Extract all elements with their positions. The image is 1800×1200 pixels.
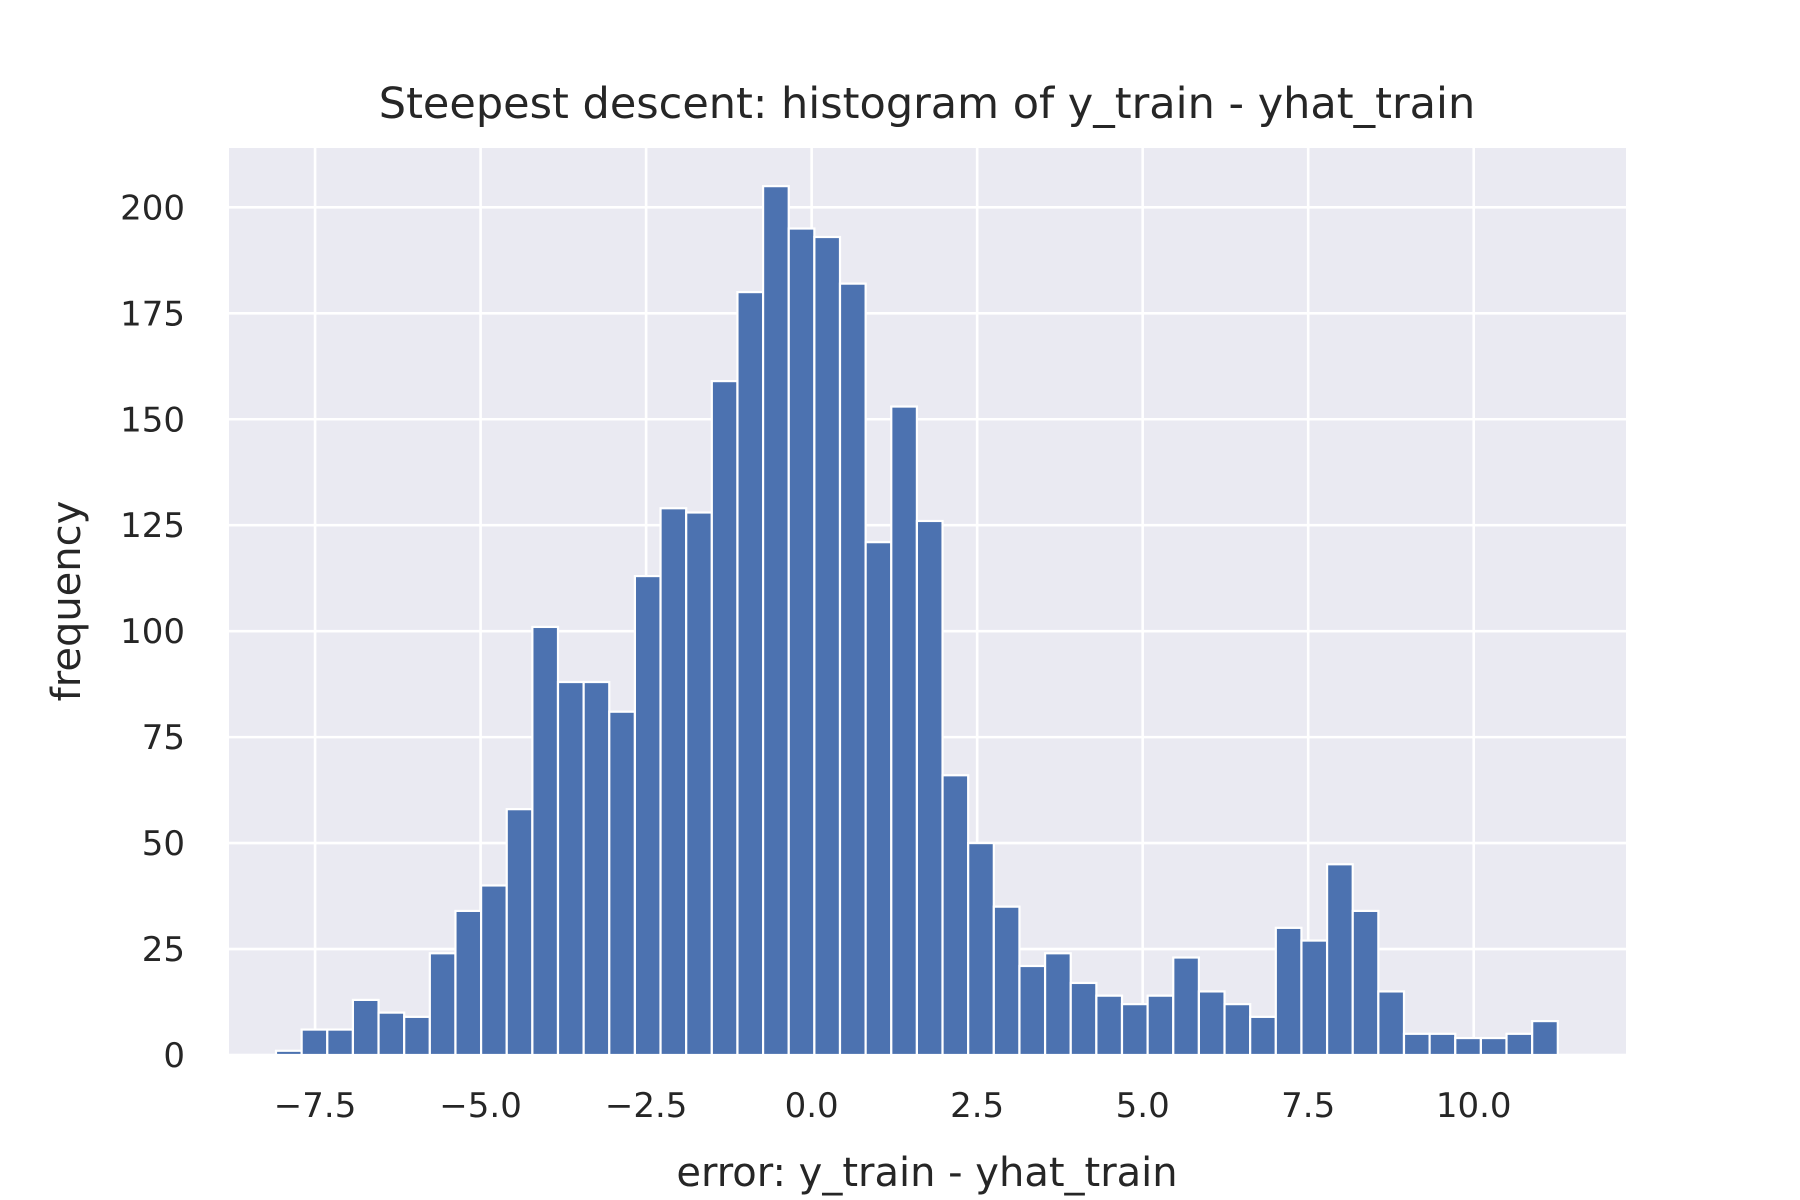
histogram-bar bbox=[992, 905, 1021, 1057]
histogram-bar bbox=[377, 1011, 406, 1057]
histogram-bar bbox=[1095, 994, 1124, 1057]
x-axis-label: error: y_train - yhat_train bbox=[676, 1150, 1177, 1196]
histogram-bar bbox=[633, 574, 662, 1057]
histogram-bar bbox=[1351, 909, 1380, 1057]
histogram-bar bbox=[1120, 1003, 1149, 1057]
histogram-bar bbox=[1505, 1032, 1534, 1057]
histogram-bar bbox=[1402, 1032, 1431, 1057]
x-tick-label: 5.0 bbox=[1116, 1086, 1170, 1126]
histogram-bar bbox=[300, 1028, 329, 1057]
histogram-bar bbox=[1069, 981, 1098, 1057]
histogram-bar bbox=[864, 541, 893, 1057]
histogram-bar bbox=[941, 774, 970, 1057]
histogram-bar bbox=[1249, 1015, 1277, 1057]
histogram-bar bbox=[685, 511, 713, 1057]
histogram-bar bbox=[1274, 926, 1303, 1057]
histogram-bar bbox=[403, 1015, 431, 1057]
histogram-bar bbox=[351, 998, 380, 1057]
histogram-bar bbox=[761, 185, 790, 1057]
histogram-bar bbox=[531, 625, 560, 1057]
y-tick-label: 100 bbox=[120, 612, 185, 652]
y-tick-label: 25 bbox=[142, 930, 185, 970]
histogram-bar bbox=[428, 952, 457, 1057]
histogram-bar bbox=[1377, 990, 1406, 1057]
histogram-bar bbox=[1146, 994, 1175, 1057]
y-tick-label: 125 bbox=[120, 506, 185, 546]
histogram-bar bbox=[1479, 1036, 1508, 1057]
histogram-bar bbox=[1300, 939, 1329, 1057]
histogram-bar bbox=[1454, 1036, 1482, 1057]
y-tick-label: 50 bbox=[142, 824, 185, 864]
histogram-bar bbox=[1325, 863, 1354, 1057]
histogram-bar bbox=[787, 227, 816, 1057]
y-tick-label: 200 bbox=[120, 188, 185, 228]
y-tick-label: 0 bbox=[163, 1036, 185, 1076]
histogram-bar bbox=[1428, 1032, 1457, 1057]
histogram-bar bbox=[326, 1028, 355, 1057]
x-axis-tick-labels: −7.5 −5.0 −2.5 0.0 2.5 5.0 7.5 10.0 bbox=[274, 1086, 1512, 1126]
histogram-bar bbox=[890, 405, 919, 1057]
histogram-bar bbox=[608, 710, 637, 1057]
y-tick-label: 150 bbox=[120, 400, 185, 440]
histogram-bar bbox=[1043, 952, 1072, 1057]
histogram-bar bbox=[1018, 964, 1047, 1057]
x-tick-label: 0.0 bbox=[785, 1086, 839, 1126]
histogram-bar bbox=[1172, 956, 1201, 1057]
histogram-bar bbox=[838, 282, 867, 1057]
histogram-bar bbox=[479, 884, 508, 1057]
y-axis-tick-labels: 0 25 50 75 100 125 150 175 200 bbox=[120, 188, 185, 1076]
histogram-bar bbox=[582, 680, 611, 1057]
x-tick-label: 10.0 bbox=[1436, 1086, 1512, 1126]
histogram-bar bbox=[505, 808, 534, 1057]
histogram-bar bbox=[710, 380, 739, 1057]
histogram-bar bbox=[1531, 1019, 1559, 1057]
histogram-bar bbox=[1197, 990, 1226, 1057]
y-axis-label: frequency bbox=[44, 501, 90, 702]
histogram-bar bbox=[915, 519, 944, 1057]
histogram-bar bbox=[454, 909, 483, 1057]
x-tick-label: −5.0 bbox=[439, 1086, 522, 1126]
histogram-bar bbox=[274, 1049, 303, 1057]
y-tick-label: 75 bbox=[142, 718, 185, 758]
histogram-bar bbox=[813, 235, 842, 1057]
histogram-bar bbox=[556, 680, 585, 1057]
x-tick-label: 2.5 bbox=[950, 1086, 1004, 1126]
x-tick-label: 7.5 bbox=[1281, 1086, 1335, 1126]
histogram-bar bbox=[1223, 1003, 1252, 1057]
chart-title: Steepest descent: histogram of y_train -… bbox=[379, 79, 1475, 129]
histogram-bars bbox=[274, 185, 1559, 1057]
y-tick-label: 175 bbox=[120, 294, 185, 334]
histogram-bar bbox=[736, 291, 765, 1057]
x-tick-label: −2.5 bbox=[605, 1086, 688, 1126]
histogram-bar bbox=[659, 507, 688, 1057]
x-tick-label: −7.5 bbox=[274, 1086, 357, 1126]
histogram-bar bbox=[967, 841, 995, 1057]
